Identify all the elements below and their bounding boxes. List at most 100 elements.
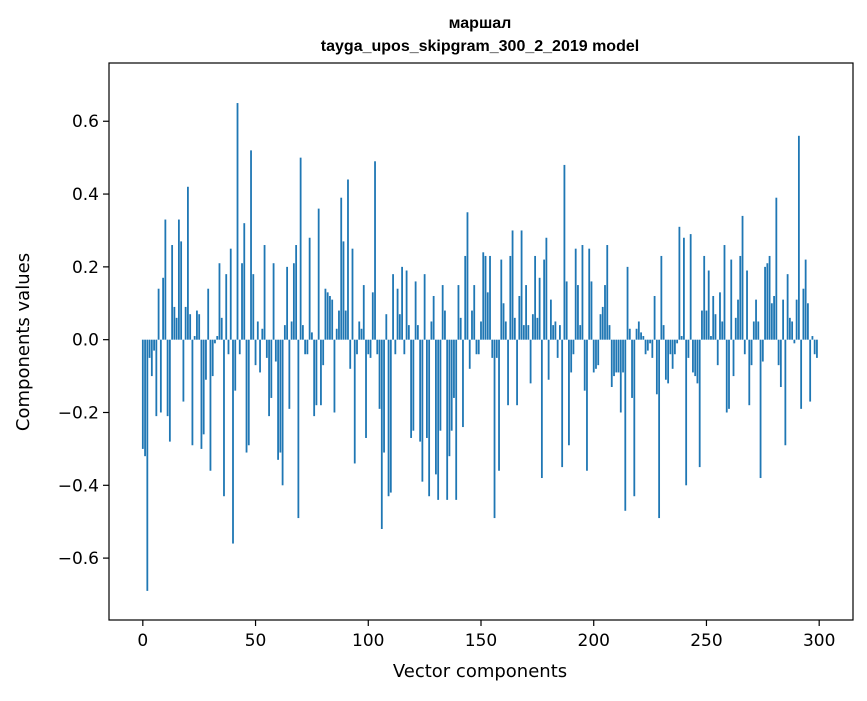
bar-141 (459, 317, 462, 340)
bar-24 (196, 310, 198, 340)
y-tick-label: −0.6 (58, 549, 99, 569)
bar-285 (784, 339, 787, 446)
bar-284 (782, 299, 785, 340)
bar-92 (349, 339, 352, 369)
bar-36 (223, 339, 225, 497)
bar-219 (635, 328, 638, 340)
x-tick-label: 50 (245, 631, 267, 651)
bar-6 (155, 339, 158, 417)
bar-246 (696, 339, 699, 384)
chart-subtitle: tayga_upos_skipgram_300_2_2019 model (321, 38, 639, 55)
bar-98 (362, 285, 365, 340)
bar-258 (723, 245, 726, 340)
bar-74 (308, 237, 311, 340)
bar-79 (320, 339, 322, 406)
bar-21 (189, 314, 192, 340)
bar-47 (247, 339, 250, 446)
y-axis-label: Components values (13, 253, 34, 431)
bar-60 (277, 339, 279, 460)
bar-132 (439, 339, 442, 431)
bar-125 (423, 274, 426, 340)
x-tick-label: 250 (690, 631, 722, 651)
bar-120 (412, 339, 415, 431)
bar-19 (184, 306, 187, 340)
bar-170 (525, 285, 527, 340)
bar-37 (225, 274, 228, 340)
bar-101 (369, 339, 372, 358)
bar-226 (651, 339, 654, 358)
bar-144 (466, 212, 469, 340)
bar-164 (511, 230, 514, 340)
bar-224 (646, 339, 649, 351)
bar-89 (342, 241, 345, 340)
bar-11 (166, 339, 169, 417)
bar-187 (563, 164, 566, 340)
bar-200 (592, 339, 595, 373)
bar-3 (148, 339, 151, 358)
bar-28 (205, 339, 207, 380)
bar-160 (502, 303, 505, 340)
bar-108 (385, 314, 388, 340)
bar-298 (813, 339, 816, 355)
bar-104 (376, 339, 379, 355)
bar-33 (216, 336, 219, 340)
bar-80 (322, 339, 325, 366)
bar-239 (680, 336, 683, 340)
y-axis-ticks: −0.6 −0.4 −0.2 0.0 0.2 0.4 0.6 (58, 112, 109, 569)
bar-256 (719, 292, 721, 340)
bar-195 (581, 245, 584, 340)
bar-178 (543, 259, 546, 340)
bar-264 (737, 299, 739, 340)
bar-225 (649, 339, 651, 344)
bar-174 (534, 255, 537, 340)
bar-237 (676, 339, 679, 344)
bar-173 (531, 314, 534, 340)
bar-255 (716, 339, 719, 366)
bar-128 (430, 321, 433, 340)
bar-103 (374, 161, 376, 340)
bar-35 (220, 317, 223, 340)
bar-118 (407, 325, 410, 340)
bar-142 (462, 339, 464, 428)
bar-8 (159, 339, 162, 413)
bar-26 (200, 339, 203, 449)
x-tick-label: 100 (352, 631, 384, 651)
bar-157 (495, 339, 498, 358)
bar-84 (331, 299, 334, 340)
bar-276 (764, 266, 766, 340)
bar-15 (175, 317, 178, 340)
bar-227 (653, 295, 656, 340)
bar-293 (802, 288, 805, 340)
bar-126 (425, 339, 428, 438)
bar-238 (678, 226, 681, 340)
bar-228 (655, 339, 658, 395)
bar-158 (498, 339, 500, 471)
bar-261 (730, 259, 733, 340)
bar-265 (739, 255, 742, 340)
bar-297 (811, 336, 814, 340)
bar-247 (698, 339, 701, 468)
bar-248 (701, 310, 703, 340)
bar-76 (313, 339, 316, 417)
bar-162 (507, 339, 509, 406)
bar-266 (741, 215, 744, 340)
bar-212 (619, 339, 622, 413)
bar-155 (491, 339, 494, 358)
bar-185 (559, 325, 561, 340)
bar-39 (229, 248, 232, 340)
bar-259 (725, 339, 728, 413)
bar-283 (779, 339, 782, 388)
bar-221 (640, 332, 642, 340)
bar-206 (606, 245, 609, 340)
y-tick-label: −0.2 (58, 403, 99, 423)
bar-176 (538, 277, 541, 340)
bar-194 (579, 325, 582, 340)
bar-240 (683, 237, 685, 340)
bar-249 (703, 255, 706, 340)
bar-87 (338, 310, 340, 340)
bar-169 (522, 325, 525, 340)
bar-72 (304, 339, 307, 355)
bar-95 (356, 339, 358, 355)
bar-29 (207, 288, 210, 340)
